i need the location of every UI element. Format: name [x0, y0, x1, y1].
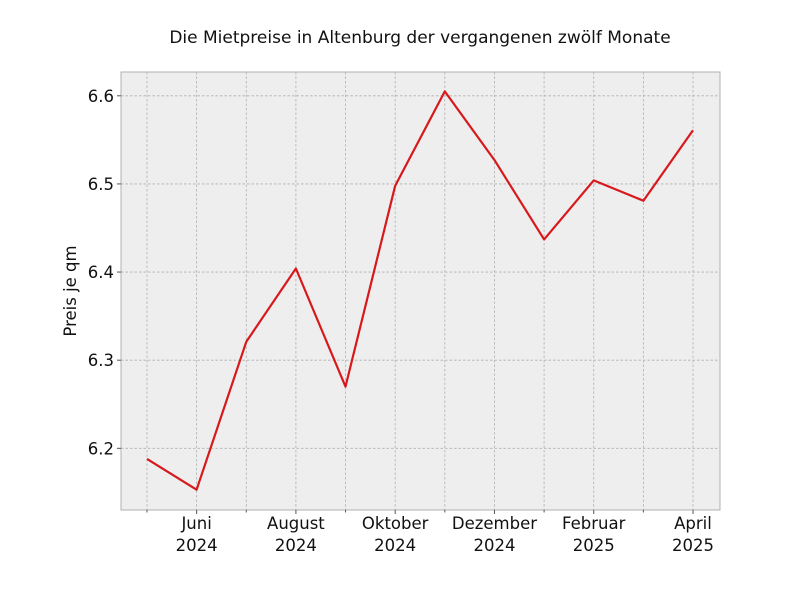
series-group	[146, 90, 694, 491]
y-tick-label: 6.4	[88, 263, 114, 282]
y-tick-label: 6.6	[88, 87, 114, 106]
x-tick-label-month: April	[674, 514, 712, 533]
y-axis: 6.2 6.3 6.4 6.5 6.6	[88, 87, 121, 458]
x-tick-label-month: August	[267, 514, 325, 533]
x-tick-label-year: 2024	[275, 536, 317, 555]
plot-area	[120, 71, 721, 511]
x-axis: Juni 2024 August 2024 Oktober 2024 Dezember 202…	[146, 510, 714, 555]
grid-lines	[121, 72, 720, 510]
chart-title: Die Mietpreise in Altenburg der vergange…	[169, 28, 670, 48]
x-tick-label-year: 2024	[473, 536, 515, 555]
x-tick-label-month: Februar	[562, 514, 626, 533]
x-tick-label-year: 2025	[573, 536, 615, 555]
y-tick-label: 6.2	[88, 439, 114, 458]
x-tick-label-year: 2024	[374, 536, 416, 555]
x-tick-label-month: Juni	[180, 514, 211, 533]
x-tick-label-year: 2025	[672, 536, 714, 555]
y-tick-label: 6.3	[88, 351, 114, 370]
x-tick-label-month: Oktober	[362, 514, 429, 533]
series-line	[146, 90, 694, 491]
x-tick-label-year: 2024	[176, 536, 218, 555]
y-tick-label: 6.5	[88, 175, 114, 194]
x-tick-label-month: Dezember	[452, 514, 537, 533]
y-axis-label: Preis je qm	[61, 245, 80, 336]
